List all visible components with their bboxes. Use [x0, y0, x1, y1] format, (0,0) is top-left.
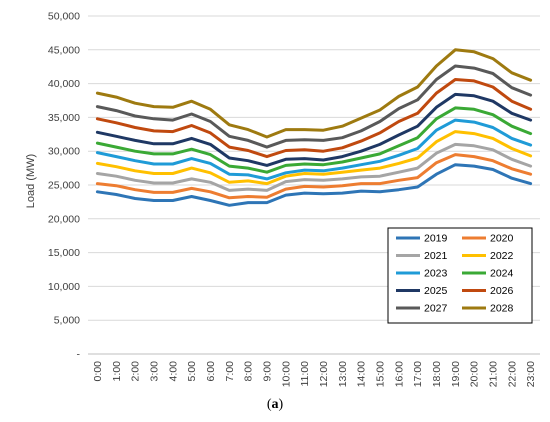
series-line-2023 [95, 118, 533, 181]
y-axis-tick-labels: - 5,000 10,000 15,000 20,000 25,000 30,000 35,0… [48, 11, 81, 361]
legend-label: 2026 [490, 285, 514, 297]
x-tick-label: 21:00 [487, 361, 499, 387]
series-line-2024 [95, 106, 533, 174]
series-line-2019 [95, 163, 533, 207]
x-tick-label: 0:00 [92, 361, 104, 382]
x-tick-label: 15:00 [374, 361, 386, 387]
legend-label: 2028 [490, 303, 514, 315]
y-tick-label: 45,000 [48, 44, 80, 56]
x-tick-label: 22:00 [506, 361, 518, 387]
legend-label: 2024 [490, 268, 514, 280]
x-tick-label: 6:00 [205, 361, 217, 382]
x-axis-tick-labels: 0:00 1:00 2:00 3:00 4:00 5:00 6:00 7:00 8:00 9:00… [92, 361, 537, 387]
y-tick-label: 15,000 [48, 247, 80, 259]
x-tick-label: 23:00 [525, 361, 537, 387]
x-tick-label: 8:00 [243, 361, 255, 382]
x-tick-label: 10:00 [280, 361, 292, 387]
y-tick-label: 30,000 [48, 146, 80, 158]
x-tick-label: 14:00 [356, 361, 368, 387]
x-tick-label: 3:00 [148, 361, 160, 382]
x-tick-label: 2:00 [130, 361, 142, 382]
x-tick-label: 11:00 [299, 361, 311, 387]
caption-letter: a [271, 397, 279, 412]
y-axis-title: Load (MW) [25, 154, 37, 208]
series-line-2020 [95, 153, 533, 200]
x-tick-label: 5:00 [186, 361, 198, 382]
y-tick-label: 25,000 [48, 180, 80, 192]
x-tick-label: 1:00 [111, 361, 123, 382]
x-tick-label: 7:00 [224, 361, 236, 382]
x-tick-label: 16:00 [393, 361, 405, 387]
legend-label: 2020 [490, 233, 514, 245]
series-line-2022 [95, 130, 533, 186]
legend: 2019 2020 2021 2022 2023 2024 2025 2026 2027 2028 [387, 227, 533, 324]
y-tick-label: - [77, 349, 81, 361]
series-line-2025 [95, 92, 533, 167]
x-tick-label: 9:00 [261, 361, 273, 382]
x-tick-label: 13:00 [337, 361, 349, 387]
series-line-2021 [95, 142, 533, 192]
x-tick-label: 18:00 [431, 361, 443, 387]
series-lines [95, 48, 533, 207]
legend-label: 2025 [424, 285, 448, 297]
line-chart: - 5,000 10,000 15,000 20,000 25,000 30,000 35,0… [25, 11, 540, 387]
x-tick-label: 17:00 [412, 361, 424, 387]
y-tick-label: 40,000 [48, 78, 80, 90]
x-tick-label: 20:00 [469, 361, 481, 387]
series-line-2027 [95, 64, 533, 149]
legend-label: 2027 [424, 303, 448, 315]
figure-caption: (a) [266, 397, 284, 412]
series-line-2026 [95, 78, 533, 159]
legend-label: 2021 [424, 250, 448, 262]
legend-label: 2022 [490, 250, 514, 262]
x-tick-label: 19:00 [450, 361, 462, 387]
legend-label: 2023 [424, 268, 448, 280]
y-tick-label: 10,000 [48, 281, 80, 293]
x-tick-label: 4:00 [167, 361, 179, 382]
y-tick-label: 50,000 [48, 11, 80, 23]
y-tick-label: 5,000 [54, 315, 80, 327]
y-tick-label: 35,000 [48, 112, 80, 124]
series-line-2028 [95, 48, 533, 139]
y-tick-label: 20,000 [48, 213, 80, 225]
x-tick-label: 12:00 [318, 361, 330, 387]
legend-label: 2019 [424, 233, 448, 245]
